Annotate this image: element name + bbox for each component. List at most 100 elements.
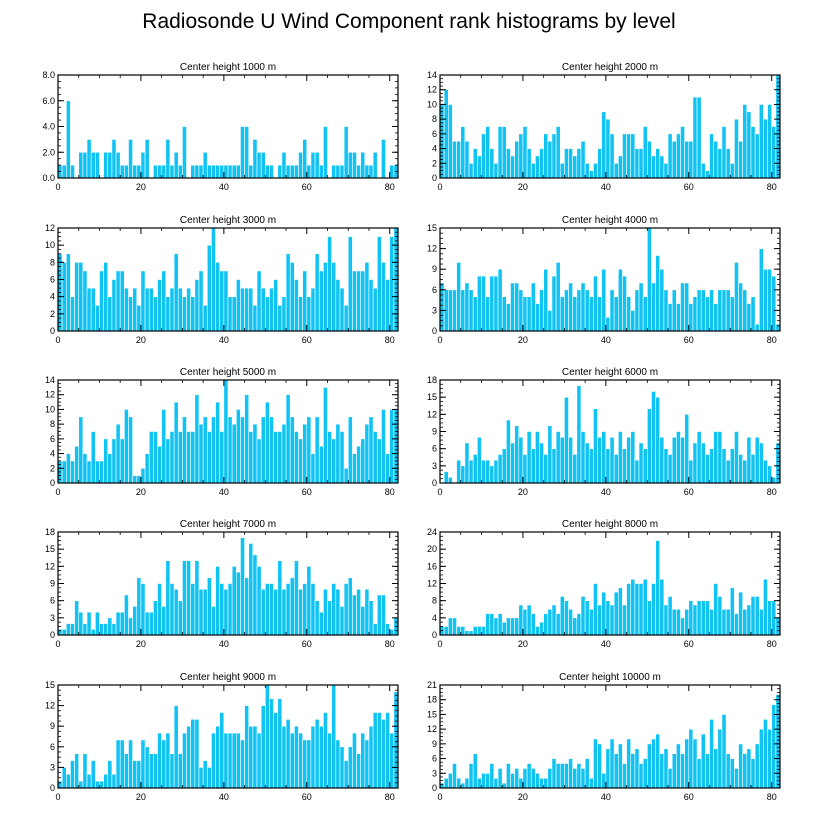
- bar: [775, 323, 781, 332]
- bar: [202, 588, 208, 636]
- bar: [227, 416, 233, 484]
- bar: [352, 151, 357, 179]
- bar: [244, 705, 250, 789]
- bar: [617, 155, 623, 179]
- bar: [165, 560, 171, 636]
- x-tick-label: 60: [684, 487, 694, 497]
- bar: [61, 767, 67, 789]
- bar: [580, 596, 586, 636]
- y-tick-label: 6: [432, 754, 437, 764]
- panel-title: Center height 7000 m: [180, 519, 276, 530]
- bar: [82, 753, 88, 789]
- bar: [335, 423, 341, 484]
- bar: [460, 289, 466, 332]
- bar: [713, 748, 719, 789]
- y-tick-label: 3: [432, 305, 437, 315]
- bar: [339, 606, 345, 636]
- bar: [667, 454, 673, 484]
- bar: [115, 611, 121, 636]
- bar: [700, 442, 706, 484]
- bar: [477, 777, 482, 789]
- bar: [314, 253, 320, 332]
- bar: [738, 454, 743, 484]
- bar: [447, 289, 453, 332]
- y-tick-label: 10: [427, 99, 437, 109]
- bar: [281, 423, 287, 484]
- bar: [506, 303, 511, 332]
- bar: [692, 296, 698, 332]
- bar: [630, 133, 636, 179]
- bar: [235, 279, 241, 332]
- y-tick-label: 9: [50, 579, 55, 589]
- bar: [555, 126, 561, 179]
- bar: [260, 287, 266, 332]
- bar: [771, 476, 777, 484]
- bar: [725, 289, 731, 332]
- bar: [497, 613, 503, 636]
- bar: [572, 454, 578, 484]
- bar: [676, 303, 681, 332]
- bar: [472, 626, 478, 636]
- bar: [352, 270, 357, 332]
- y-tick-label: 12: [45, 561, 55, 571]
- bar: [746, 111, 752, 179]
- bar: [767, 465, 773, 484]
- bar: [518, 777, 524, 789]
- y-tick-label: 15: [427, 223, 437, 233]
- bar: [725, 459, 731, 484]
- bar: [647, 743, 652, 789]
- bar: [700, 162, 706, 179]
- bar: [477, 275, 482, 332]
- bar: [115, 423, 121, 484]
- bar: [269, 164, 274, 179]
- x-tick-label: 0: [437, 639, 442, 649]
- y-tick-label: 12: [45, 223, 55, 233]
- bar: [277, 304, 283, 332]
- bar: [256, 270, 262, 332]
- bar: [260, 151, 266, 179]
- bar: [368, 416, 374, 484]
- bar: [173, 401, 179, 484]
- x-tick-label: 60: [684, 639, 694, 649]
- bar: [352, 732, 357, 789]
- bar: [518, 133, 524, 179]
- bar: [132, 164, 138, 179]
- bar: [177, 164, 183, 179]
- bar: [493, 162, 499, 179]
- bar: [510, 772, 515, 789]
- bar: [70, 164, 75, 179]
- bar: [754, 323, 760, 332]
- bar: [460, 465, 466, 484]
- bar: [634, 459, 640, 484]
- bar: [252, 725, 258, 789]
- bar: [763, 268, 768, 332]
- bar: [506, 617, 511, 636]
- bar: [729, 758, 735, 789]
- bar: [472, 753, 478, 789]
- bar: [240, 126, 245, 179]
- bar: [700, 600, 706, 636]
- bar: [265, 684, 270, 789]
- bar: [485, 296, 491, 332]
- y-tick-label: 18: [427, 375, 437, 385]
- bar: [360, 438, 366, 484]
- bar: [343, 583, 349, 636]
- bar: [260, 705, 266, 789]
- bar: [543, 133, 549, 179]
- bar: [186, 287, 191, 332]
- bar: [314, 151, 320, 179]
- bar: [86, 460, 92, 484]
- y-tick-label: 6: [432, 129, 437, 139]
- bar: [128, 139, 133, 179]
- bar: [215, 262, 221, 332]
- bar: [535, 626, 540, 636]
- x-tick-label: 20: [518, 182, 528, 192]
- bar: [223, 732, 229, 789]
- bar: [510, 617, 515, 636]
- bar: [642, 296, 648, 332]
- y-tick-label: 10: [45, 404, 55, 414]
- y-tick-label: 3: [432, 768, 437, 778]
- bar: [161, 606, 167, 636]
- bar: [107, 617, 113, 636]
